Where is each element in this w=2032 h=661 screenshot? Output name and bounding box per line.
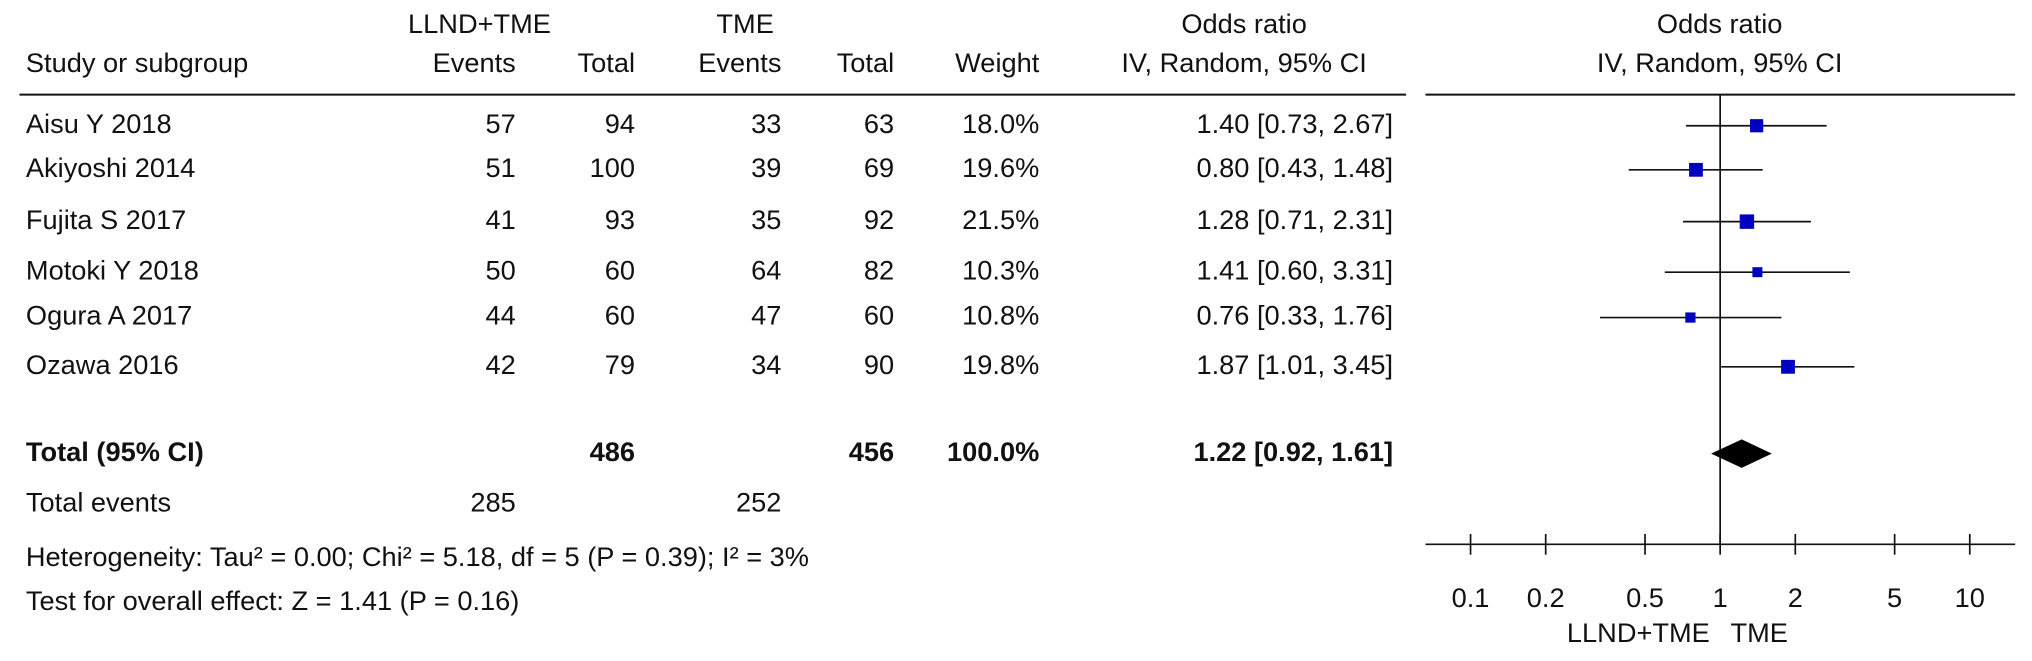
events2: 34 bbox=[751, 349, 781, 380]
total2: 92 bbox=[864, 204, 894, 235]
events1: 51 bbox=[486, 152, 516, 183]
odds-ratio: 1.28 [0.71, 2.31] bbox=[1196, 204, 1393, 235]
x-tick-label: 10 bbox=[1955, 582, 1985, 613]
total-weight: 100.0% bbox=[947, 436, 1039, 467]
total1: 60 bbox=[605, 300, 635, 331]
x-tick-label: 0.1 bbox=[1452, 582, 1490, 613]
study-name: Motoki Y 2018 bbox=[26, 254, 199, 285]
study-name: Ogura A 2017 bbox=[26, 300, 192, 331]
total2: 69 bbox=[864, 152, 894, 183]
group2-header: TME bbox=[716, 8, 773, 39]
study-header: Study or subgroup bbox=[26, 47, 248, 78]
x-tick-label: 0.2 bbox=[1527, 582, 1565, 613]
total-header: Total bbox=[578, 47, 635, 78]
study-name: Ozawa 2016 bbox=[26, 349, 179, 380]
overall-effect: Test for overall effect: Z = 1.41 (P = 0… bbox=[26, 585, 519, 616]
weight-header: Weight bbox=[955, 47, 1040, 78]
total2: 82 bbox=[864, 254, 894, 285]
total2: 60 bbox=[864, 300, 894, 331]
events1: 50 bbox=[486, 254, 516, 285]
events2: 35 bbox=[751, 204, 781, 235]
total-events2: 252 bbox=[736, 486, 781, 517]
study-name: Akiyoshi 2014 bbox=[26, 152, 195, 183]
total1: 79 bbox=[605, 349, 635, 380]
x-tick-label: 0.5 bbox=[1626, 582, 1664, 613]
point-estimate bbox=[1752, 267, 1763, 278]
events1: 44 bbox=[486, 300, 516, 331]
method-header: IV, Random, 95% CI bbox=[1121, 47, 1366, 78]
events2: 39 bbox=[751, 152, 781, 183]
x-label-left: LLND+TME bbox=[1567, 617, 1710, 648]
x-label-right: TME bbox=[1731, 617, 1788, 648]
events1: 57 bbox=[486, 108, 516, 139]
odds-ratio: 1.40 [0.73, 2.67] bbox=[1196, 108, 1393, 139]
pooled-diamond bbox=[1711, 439, 1772, 468]
weight: 10.3% bbox=[962, 254, 1039, 285]
point-estimate bbox=[1750, 119, 1764, 133]
plot-header: Odds ratio bbox=[1657, 8, 1783, 39]
point-estimate bbox=[1685, 312, 1696, 323]
weight: 19.6% bbox=[962, 152, 1039, 183]
effect-header: Odds ratio bbox=[1181, 8, 1307, 39]
x-tick-label: 2 bbox=[1788, 582, 1803, 613]
weight: 18.0% bbox=[962, 108, 1039, 139]
total-header: Total bbox=[837, 47, 894, 78]
total1: 60 bbox=[605, 254, 635, 285]
weight: 21.5% bbox=[962, 204, 1039, 235]
total-events-label: Total events bbox=[26, 486, 171, 517]
weight: 10.8% bbox=[962, 300, 1039, 331]
total-n1: 486 bbox=[590, 436, 635, 467]
total1: 94 bbox=[605, 108, 635, 139]
odds-ratio: 1.41 [0.60, 3.31] bbox=[1196, 254, 1393, 285]
total1: 100 bbox=[590, 152, 635, 183]
study-name: Aisu Y 2018 bbox=[26, 108, 172, 139]
group1-header: LLND+TME bbox=[408, 8, 551, 39]
x-tick-label: 1 bbox=[1713, 582, 1728, 613]
total2: 63 bbox=[864, 108, 894, 139]
total2: 90 bbox=[864, 349, 894, 380]
events-header: Events bbox=[698, 47, 781, 78]
odds-ratio: 1.87 [1.01, 3.45] bbox=[1196, 349, 1393, 380]
total-n2: 456 bbox=[849, 436, 894, 467]
point-estimate bbox=[1739, 214, 1755, 229]
heterogeneity: Heterogeneity: Tau² = 0.00; Chi² = 5.18,… bbox=[26, 541, 809, 572]
x-tick-label: 5 bbox=[1887, 582, 1902, 613]
point-estimate bbox=[1689, 162, 1703, 177]
point-estimate bbox=[1781, 359, 1795, 374]
total1: 93 bbox=[605, 204, 635, 235]
weight: 19.8% bbox=[962, 349, 1039, 380]
study-name: Fujita S 2017 bbox=[26, 204, 186, 235]
events1: 42 bbox=[486, 349, 516, 380]
odds-ratio: 0.76 [0.33, 1.76] bbox=[1196, 300, 1393, 331]
total-label: Total (95% CI) bbox=[26, 436, 204, 467]
plot-method-header: IV, Random, 95% CI bbox=[1597, 47, 1842, 78]
events2: 47 bbox=[751, 300, 781, 331]
events2: 64 bbox=[751, 254, 781, 285]
events-header: Events bbox=[433, 47, 516, 78]
odds-ratio: 0.80 [0.43, 1.48] bbox=[1196, 152, 1393, 183]
events1: 41 bbox=[486, 204, 516, 235]
total-odds-ratio: 1.22 [0.92, 1.61] bbox=[1193, 436, 1393, 467]
events2: 33 bbox=[751, 108, 781, 139]
total-events1: 285 bbox=[470, 486, 515, 517]
